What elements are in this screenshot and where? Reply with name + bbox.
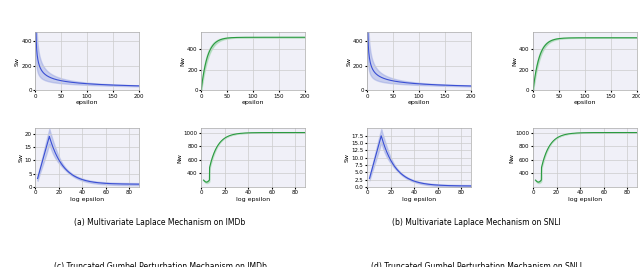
Y-axis label: Nw: Nw — [177, 153, 182, 163]
Y-axis label: Nw: Nw — [513, 56, 518, 66]
X-axis label: epsilon: epsilon — [408, 100, 430, 105]
X-axis label: log epsilon: log epsilon — [402, 197, 436, 202]
X-axis label: epsilon: epsilon — [242, 100, 264, 105]
X-axis label: log epsilon: log epsilon — [236, 197, 270, 202]
Y-axis label: Sw: Sw — [19, 153, 23, 162]
Text: (c) Truncated Gumbel Perturbation Mechanism on IMDb: (c) Truncated Gumbel Perturbation Mechan… — [54, 262, 266, 267]
X-axis label: epsilon: epsilon — [76, 100, 99, 105]
Y-axis label: Sw: Sw — [15, 57, 20, 66]
Y-axis label: Sw: Sw — [345, 153, 350, 162]
Text: (d) Truncated Gumbel Perturbation Mechanism on SNLI: (d) Truncated Gumbel Perturbation Mechan… — [371, 262, 582, 267]
Y-axis label: Nw: Nw — [180, 56, 186, 66]
X-axis label: log epsilon: log epsilon — [70, 197, 104, 202]
X-axis label: log epsilon: log epsilon — [568, 197, 602, 202]
Y-axis label: Sw: Sw — [347, 57, 352, 66]
Text: (a) Multivariate Laplace Mechanism on IMDb: (a) Multivariate Laplace Mechanism on IM… — [74, 218, 246, 227]
X-axis label: epsilon: epsilon — [573, 100, 596, 105]
Text: (b) Multivariate Laplace Mechanism on SNLI: (b) Multivariate Laplace Mechanism on SN… — [392, 218, 561, 227]
Y-axis label: Nw: Nw — [509, 153, 514, 163]
